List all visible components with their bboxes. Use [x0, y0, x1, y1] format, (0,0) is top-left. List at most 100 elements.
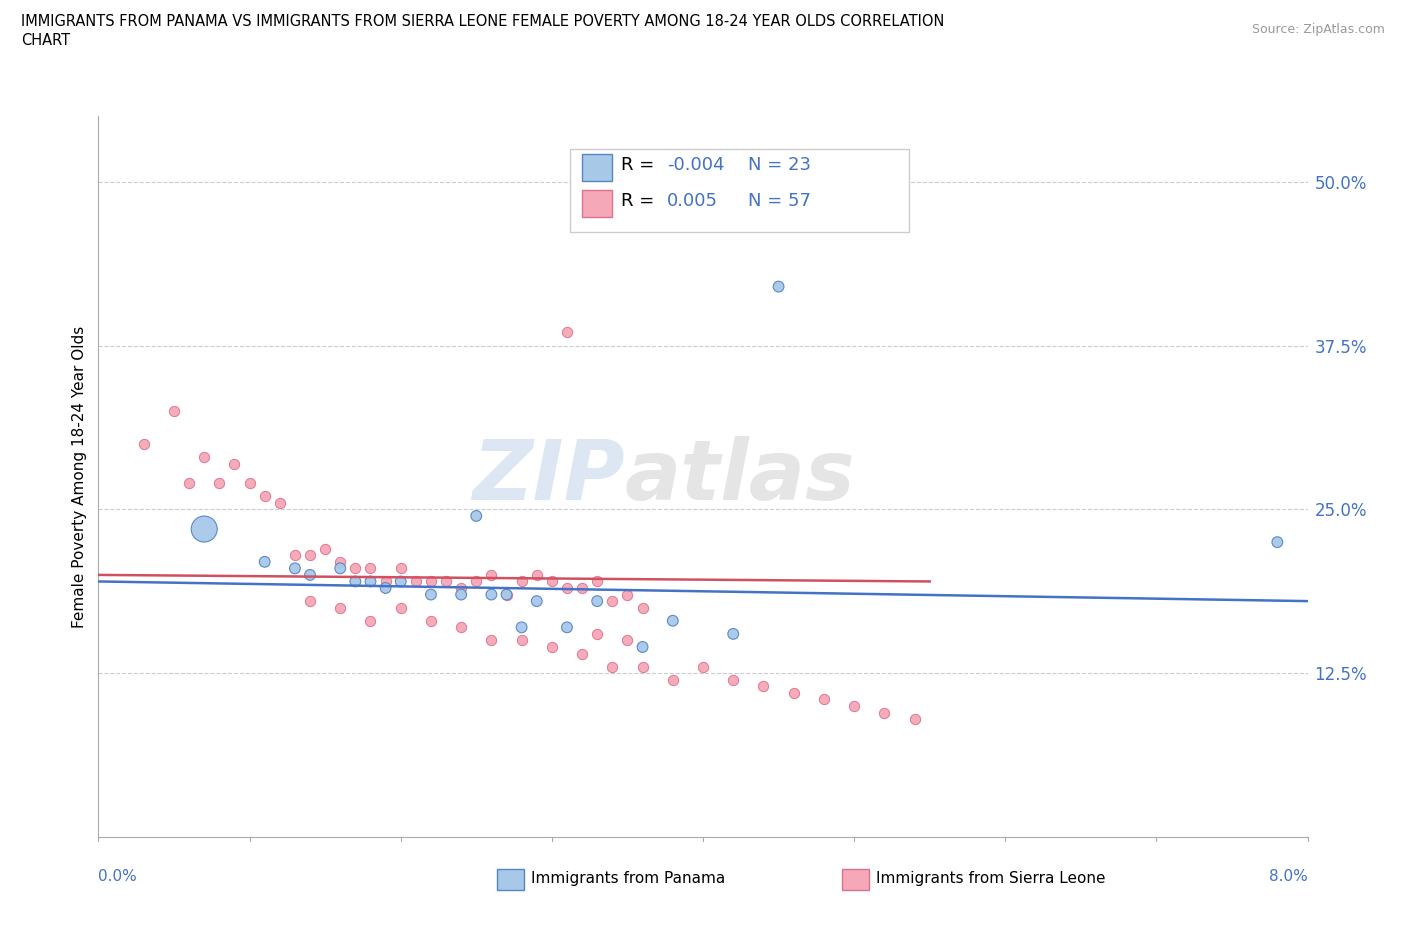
Point: [269, 496, 291, 511]
Point: [510, 574, 533, 589]
Point: [586, 593, 609, 608]
Point: [360, 614, 382, 629]
Point: [434, 574, 457, 589]
Point: [344, 561, 367, 576]
Text: Source: ZipAtlas.com: Source: ZipAtlas.com: [1251, 23, 1385, 36]
Point: [299, 548, 322, 563]
Point: [510, 633, 533, 648]
Point: [253, 489, 276, 504]
Point: [555, 620, 578, 635]
Text: Immigrants from Sierra Leone: Immigrants from Sierra Leone: [876, 870, 1105, 885]
Point: [481, 633, 503, 648]
Point: [450, 580, 472, 595]
Point: [661, 672, 683, 687]
Point: [631, 659, 654, 674]
Point: [526, 567, 548, 582]
Point: [329, 600, 352, 615]
Point: [299, 567, 322, 582]
Text: IMMIGRANTS FROM PANAMA VS IMMIGRANTS FROM SIERRA LEONE FEMALE POVERTY AMONG 18-2: IMMIGRANTS FROM PANAMA VS IMMIGRANTS FRO…: [21, 14, 945, 29]
Text: N = 57: N = 57: [748, 192, 811, 209]
Point: [540, 640, 562, 655]
Point: [284, 561, 307, 576]
Point: [374, 580, 396, 595]
Point: [284, 548, 307, 563]
Point: [586, 627, 609, 642]
Point: [1267, 535, 1289, 550]
Text: 0.005: 0.005: [666, 192, 717, 209]
Point: [389, 561, 412, 576]
Point: [329, 561, 352, 576]
Point: [299, 593, 322, 608]
Point: [602, 659, 624, 674]
Point: [374, 574, 396, 589]
Point: [873, 705, 896, 720]
Point: [420, 574, 443, 589]
Text: Immigrants from Panama: Immigrants from Panama: [531, 870, 725, 885]
Point: [844, 698, 866, 713]
Point: [631, 600, 654, 615]
Point: [571, 646, 593, 661]
Point: [904, 711, 927, 726]
Point: [481, 587, 503, 602]
Point: [193, 449, 215, 464]
Point: [586, 574, 609, 589]
Point: [723, 672, 745, 687]
Point: [239, 476, 262, 491]
Text: ZIP: ZIP: [472, 436, 624, 517]
Point: [783, 685, 806, 700]
Text: R =: R =: [621, 192, 665, 209]
Point: [631, 640, 654, 655]
Point: [420, 614, 443, 629]
Point: [465, 574, 488, 589]
Point: [314, 541, 336, 556]
Bar: [498, 870, 524, 890]
Text: -0.004: -0.004: [666, 155, 724, 174]
Point: [450, 587, 472, 602]
Text: R =: R =: [621, 155, 659, 174]
Point: [405, 574, 427, 589]
FancyBboxPatch shape: [569, 149, 908, 232]
Point: [555, 580, 578, 595]
Point: [344, 574, 367, 589]
Point: [555, 326, 578, 340]
Point: [208, 476, 231, 491]
Point: [616, 587, 638, 602]
Text: CHART: CHART: [21, 33, 70, 47]
Point: [526, 593, 548, 608]
Point: [450, 620, 472, 635]
Point: [253, 554, 276, 569]
Y-axis label: Female Poverty Among 18-24 Year Olds: Female Poverty Among 18-24 Year Olds: [72, 326, 87, 628]
Point: [179, 476, 201, 491]
Point: [329, 554, 352, 569]
Point: [813, 692, 835, 707]
Point: [420, 587, 443, 602]
Bar: [842, 870, 869, 890]
Point: [540, 574, 562, 589]
Point: [389, 574, 412, 589]
Point: [163, 404, 186, 418]
Bar: [582, 153, 613, 181]
Point: [602, 593, 624, 608]
Point: [481, 567, 503, 582]
Text: 0.0%: 0.0%: [98, 870, 138, 884]
Point: [616, 633, 638, 648]
Point: [571, 580, 593, 595]
Text: N = 23: N = 23: [748, 155, 811, 174]
Point: [360, 561, 382, 576]
Point: [723, 627, 745, 642]
Point: [768, 279, 790, 294]
Point: [193, 522, 215, 537]
Point: [132, 436, 155, 451]
Point: [224, 456, 246, 471]
Point: [510, 620, 533, 635]
Point: [465, 509, 488, 524]
Text: 8.0%: 8.0%: [1268, 870, 1308, 884]
Bar: [582, 190, 613, 218]
Point: [661, 614, 683, 629]
Point: [692, 659, 714, 674]
Point: [495, 587, 517, 602]
Point: [752, 679, 775, 694]
Text: atlas: atlas: [624, 436, 855, 517]
Point: [389, 600, 412, 615]
Point: [360, 574, 382, 589]
